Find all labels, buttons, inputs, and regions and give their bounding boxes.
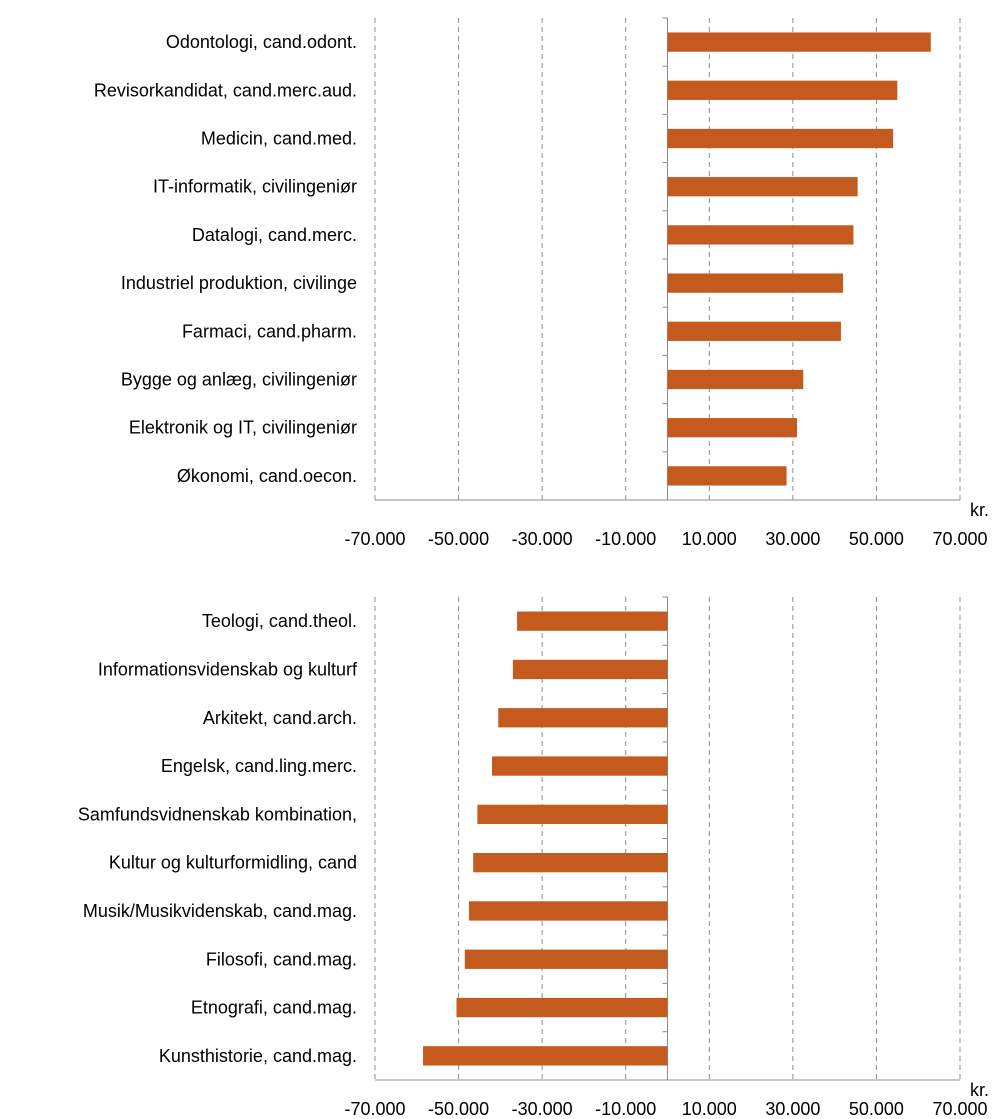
bar	[667, 32, 931, 52]
category-label: Etnografi, cand.mag.	[191, 998, 357, 1018]
x-tick-label: -50.000	[428, 1099, 489, 1119]
bottom-chart: Teologi, cand.theol. Informationsvidenska…	[78, 596, 989, 1119]
x-tick-label: 50.000	[849, 529, 904, 549]
bar	[667, 369, 804, 390]
x-tick-label: 30.000	[765, 1099, 820, 1119]
bar	[477, 804, 668, 825]
bar	[464, 949, 668, 969]
unit-label: kr.	[970, 1080, 989, 1100]
x-tick-label: 30.000	[765, 529, 820, 549]
x-tick-label: -50.000	[428, 529, 489, 549]
x-tick-label: 70.000	[932, 1099, 987, 1119]
category-label: Elektronik og IT, civilingeniør	[129, 418, 357, 438]
x-tick-label: 50.000	[849, 1099, 904, 1119]
bar	[456, 997, 668, 1018]
top-chart: Odontologi, cand.odont. Revisorkandidat, …	[94, 17, 989, 549]
category-label: Teologi, cand.theol.	[202, 611, 357, 631]
bar	[667, 321, 841, 341]
category-label: Kultur og kulturformidling, cand	[109, 853, 357, 873]
x-tick-label: -70.000	[344, 1099, 405, 1119]
x-tick-label: 70.000	[932, 529, 987, 549]
bar	[498, 708, 668, 728]
bar	[512, 659, 668, 680]
x-tick-label: -10.000	[595, 529, 656, 549]
category-label: Datalogi, cand.merc.	[192, 225, 357, 245]
bar	[469, 901, 668, 921]
category-label: Industriel produktion, civilinge	[121, 273, 357, 293]
bar	[667, 466, 787, 486]
x-tick-label: -70.000	[344, 529, 405, 549]
bar	[667, 418, 798, 438]
x-tick-label: 10.000	[682, 1099, 737, 1119]
unit-label: kr.	[970, 500, 989, 520]
bar	[667, 80, 898, 100]
category-label: Arkitekt, cand.arch.	[203, 708, 357, 728]
category-label: IT-informatik, civilingeniør	[153, 177, 357, 197]
category-label: Filosofi, cand.mag.	[206, 949, 357, 969]
category-label: Bygge og anlæg, civilingeniør	[121, 370, 357, 390]
x-tick-label: 10.000	[682, 529, 737, 549]
category-label: Farmaci, cand.pharm.	[182, 321, 357, 341]
x-tick-label: -30.000	[512, 529, 573, 549]
category-label: Samfundsvidnenskab kombination,	[78, 804, 357, 824]
category-label: Kunsthistorie, cand.mag.	[159, 1046, 357, 1066]
category-label: Musik/Musikvidenskab, cand.mag.	[83, 901, 357, 921]
bar	[667, 273, 843, 293]
bar	[423, 1046, 668, 1066]
bar	[667, 177, 858, 197]
category-label: Økonomi, cand.oecon.	[177, 466, 357, 486]
category-label: Engelsk, cand.ling.merc.	[161, 756, 357, 776]
bar	[667, 225, 854, 245]
x-tick-label: -30.000	[512, 1099, 573, 1119]
bar	[473, 852, 668, 873]
bar	[492, 756, 668, 776]
category-label: Informationsvidenskab og kulturf	[98, 659, 358, 679]
bar	[517, 611, 668, 631]
category-label: Medicin, cand.med.	[201, 129, 357, 149]
category-label: Revisorkandidat, cand.merc.aud.	[94, 80, 357, 100]
x-tick-label: -10.000	[595, 1099, 656, 1119]
bar	[667, 128, 894, 149]
category-label: Odontologi, cand.odont.	[166, 32, 357, 52]
